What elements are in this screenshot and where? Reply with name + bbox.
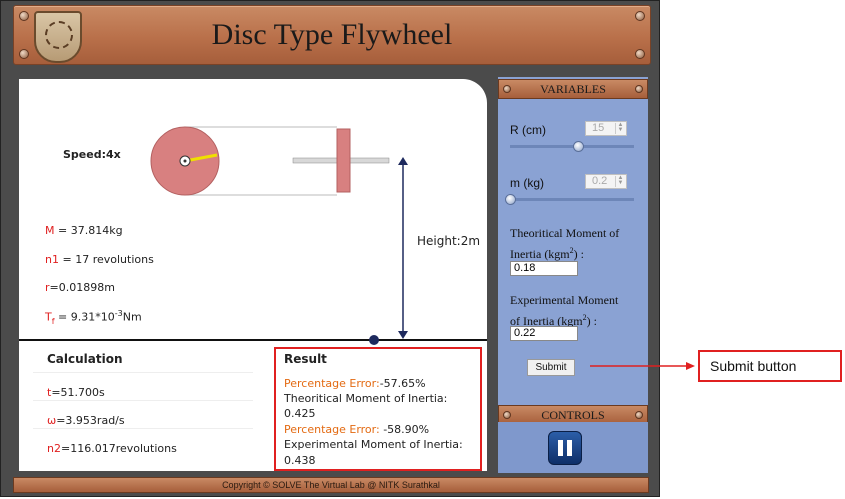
radius-value: r=0.01898m	[45, 281, 115, 294]
mass-slider-handle[interactable]	[505, 194, 516, 205]
simulation-canvas: Speed:4x Height:2m M = 37.814kg n1 = 17 …	[19, 79, 487, 471]
flywheel-diagram	[19, 126, 487, 429]
institute-logo	[34, 11, 82, 63]
theoretical-moi-label: Theoritical Moment of Inertia:	[284, 392, 448, 405]
n2-value: n2=116.017revolutions	[47, 442, 177, 455]
theoretical-moi-value: 0.425	[284, 407, 316, 420]
submit-button-callout: Submit button	[698, 350, 842, 382]
rivet-icon	[19, 11, 29, 21]
sidebar: VARIABLES R (cm) 15 ▲ ▼ m (kg) 0.2 ▲ ▼ The…	[498, 77, 648, 473]
height-label: Height:2m	[417, 234, 481, 248]
time-value: t=51.700s	[47, 386, 105, 399]
experimental-moi-label: Experimental Moment of Inertia:	[284, 438, 463, 451]
mass-label: m (kg)	[510, 176, 544, 190]
radius-slider-handle[interactable]	[573, 141, 585, 152]
friction-torque-value: Tf = 9.31*10-3Nm	[45, 309, 142, 326]
mass-value: M = 37.814kg	[45, 224, 123, 237]
omega-value: ω=3.953rad/s	[47, 414, 125, 427]
speed-label: Speed:4x	[63, 148, 121, 161]
app-window: Disc Type Flywheel Speed:4x Height:2m M …	[0, 0, 660, 497]
mass-block	[336, 128, 351, 193]
experimental-moi-input-label: Experimental Moment of Inertia (kgm2) :	[510, 293, 619, 328]
percentage-error-1: Percentage Error:-57.65%	[284, 377, 426, 390]
header-bar: Disc Type Flywheel	[13, 5, 651, 65]
page-title: Disc Type Flywheel	[211, 18, 453, 51]
height-arrow-top	[398, 157, 408, 165]
rivet-icon	[635, 11, 645, 21]
footer: Copyright © SOLVE The Virtual Lab @ NITK…	[13, 477, 649, 493]
radius-slider[interactable]	[510, 145, 634, 148]
disc-center	[183, 159, 187, 163]
controls-panel	[498, 422, 648, 473]
rivet-icon	[19, 49, 29, 59]
theoretical-moi-input[interactable]: 0.18	[510, 261, 578, 276]
mass-slider[interactable]	[510, 198, 634, 201]
radius-label: R (cm)	[510, 123, 546, 137]
falling-mass	[369, 335, 379, 345]
pause-icon[interactable]	[548, 431, 582, 465]
submit-button[interactable]: Submit	[527, 359, 575, 376]
n1-value: n1 = 17 revolutions	[45, 253, 154, 266]
mass-spinner[interactable]: 0.2 ▲ ▼	[585, 174, 627, 189]
result-highlight-box	[274, 347, 482, 471]
rivet-icon	[635, 49, 645, 59]
radius-spinner[interactable]: 15 ▲ ▼	[585, 121, 627, 136]
height-arrow-bottom	[398, 331, 408, 339]
experimental-moi-value: 0.438	[284, 454, 316, 467]
calculation-heading: Calculation	[47, 352, 123, 366]
percentage-error-2: Percentage Error: -58.90%	[284, 423, 430, 436]
theoretical-moi-input-label: Theoritical Moment of Inertia (kgm2) :	[510, 226, 620, 261]
result-heading: Result	[284, 352, 327, 366]
experimental-moi-input[interactable]: 0.22	[510, 326, 578, 341]
variables-heading: VARIABLES	[498, 79, 648, 99]
